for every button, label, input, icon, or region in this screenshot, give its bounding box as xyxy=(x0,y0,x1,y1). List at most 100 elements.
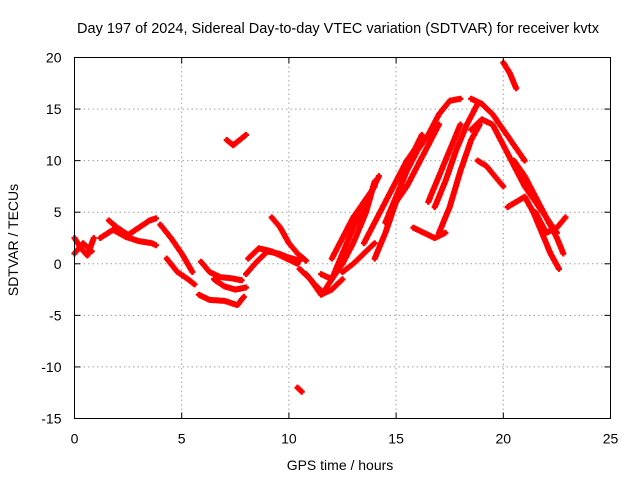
y-axis-label: SDTVAR / TECUs xyxy=(5,184,21,296)
data-point xyxy=(436,112,442,117)
data-point xyxy=(269,249,274,254)
data-point xyxy=(432,204,437,210)
data-point xyxy=(490,112,495,117)
data-point xyxy=(91,235,96,241)
data-point xyxy=(393,179,399,184)
data-point xyxy=(295,385,300,390)
series-arc-04 xyxy=(105,215,159,238)
series-arc-19 xyxy=(339,240,378,275)
data-point xyxy=(513,86,519,91)
series-arc-06 xyxy=(163,255,198,288)
data-point xyxy=(415,148,420,153)
data-point xyxy=(372,256,377,261)
series-arc-14 xyxy=(294,384,305,395)
series-arc-34 xyxy=(532,209,569,236)
data-point xyxy=(351,240,356,246)
y-tick-labels: -15 -10 -5 0 5 10 15 20 xyxy=(41,50,61,427)
data-point xyxy=(211,277,217,282)
data-point xyxy=(372,220,377,225)
data-point xyxy=(282,255,287,260)
data-point xyxy=(393,199,399,205)
x-tick-label: 25 xyxy=(603,431,619,447)
data-point xyxy=(563,215,568,220)
x-tick-label: 5 xyxy=(178,431,186,447)
data-point xyxy=(411,225,416,230)
data-point xyxy=(475,158,480,163)
x-tick-label: 0 xyxy=(71,431,79,447)
data-point xyxy=(295,261,300,266)
series-arc-05 xyxy=(157,221,196,275)
data-point xyxy=(85,253,90,258)
x-tick-label: 20 xyxy=(496,431,512,447)
data-point xyxy=(436,122,442,127)
data-point xyxy=(299,389,304,394)
data-point xyxy=(436,230,442,236)
data-point xyxy=(543,230,549,236)
data-point xyxy=(224,137,229,143)
x-tick-label: 10 xyxy=(281,431,297,447)
data-point xyxy=(443,179,448,184)
data-point xyxy=(230,142,236,148)
data-point xyxy=(447,204,452,210)
data-point xyxy=(383,199,388,205)
data-point xyxy=(239,278,244,283)
data-point xyxy=(286,240,292,246)
data-point xyxy=(80,240,86,246)
data-point xyxy=(453,148,459,153)
data-point xyxy=(383,220,388,225)
data-point xyxy=(318,271,324,277)
data-point xyxy=(554,235,560,241)
data-point xyxy=(522,184,527,189)
data-point xyxy=(190,269,195,275)
data-point xyxy=(492,173,497,179)
data-point xyxy=(533,194,538,199)
data-point xyxy=(372,184,377,189)
data-point xyxy=(511,142,517,148)
data-point xyxy=(254,259,259,264)
data-point xyxy=(490,122,495,127)
y-tick-label: 10 xyxy=(46,153,62,169)
data-point xyxy=(147,218,152,223)
data-point xyxy=(447,148,452,153)
data-point xyxy=(468,127,474,132)
data-point xyxy=(196,292,202,297)
data-point xyxy=(198,259,204,264)
data-point xyxy=(192,282,197,287)
data-point xyxy=(419,132,425,138)
data-point xyxy=(329,287,334,292)
data-point xyxy=(432,235,437,241)
data-point xyxy=(245,256,251,261)
data-point xyxy=(312,282,317,287)
data-point xyxy=(458,122,463,127)
data-point xyxy=(243,132,249,138)
data-point xyxy=(89,249,94,254)
data-point xyxy=(556,266,562,272)
data-point xyxy=(483,163,489,168)
data-point xyxy=(297,266,302,272)
series-arc-23 xyxy=(393,121,442,205)
data-point xyxy=(106,218,112,223)
data-point xyxy=(361,251,367,256)
data-point xyxy=(222,298,227,304)
data-point xyxy=(321,290,326,295)
data-point xyxy=(468,96,474,101)
data-point xyxy=(522,194,527,199)
data-point xyxy=(426,199,431,205)
data-point xyxy=(207,269,212,275)
series-arc-12 xyxy=(245,245,301,267)
data-point xyxy=(505,204,510,210)
data-point xyxy=(179,251,184,256)
data-point xyxy=(561,251,566,256)
y-tick-label: 5 xyxy=(54,204,62,220)
series-arc-28 xyxy=(468,95,528,164)
data-point xyxy=(329,256,334,261)
data-point xyxy=(436,173,442,179)
data-point xyxy=(222,284,227,289)
data-point xyxy=(513,199,519,205)
data-point xyxy=(351,215,356,220)
data-point xyxy=(415,163,420,168)
series-arc-10 xyxy=(223,131,249,149)
series-arc-08 xyxy=(198,258,245,284)
data-point xyxy=(136,225,142,230)
data-point xyxy=(361,240,367,246)
